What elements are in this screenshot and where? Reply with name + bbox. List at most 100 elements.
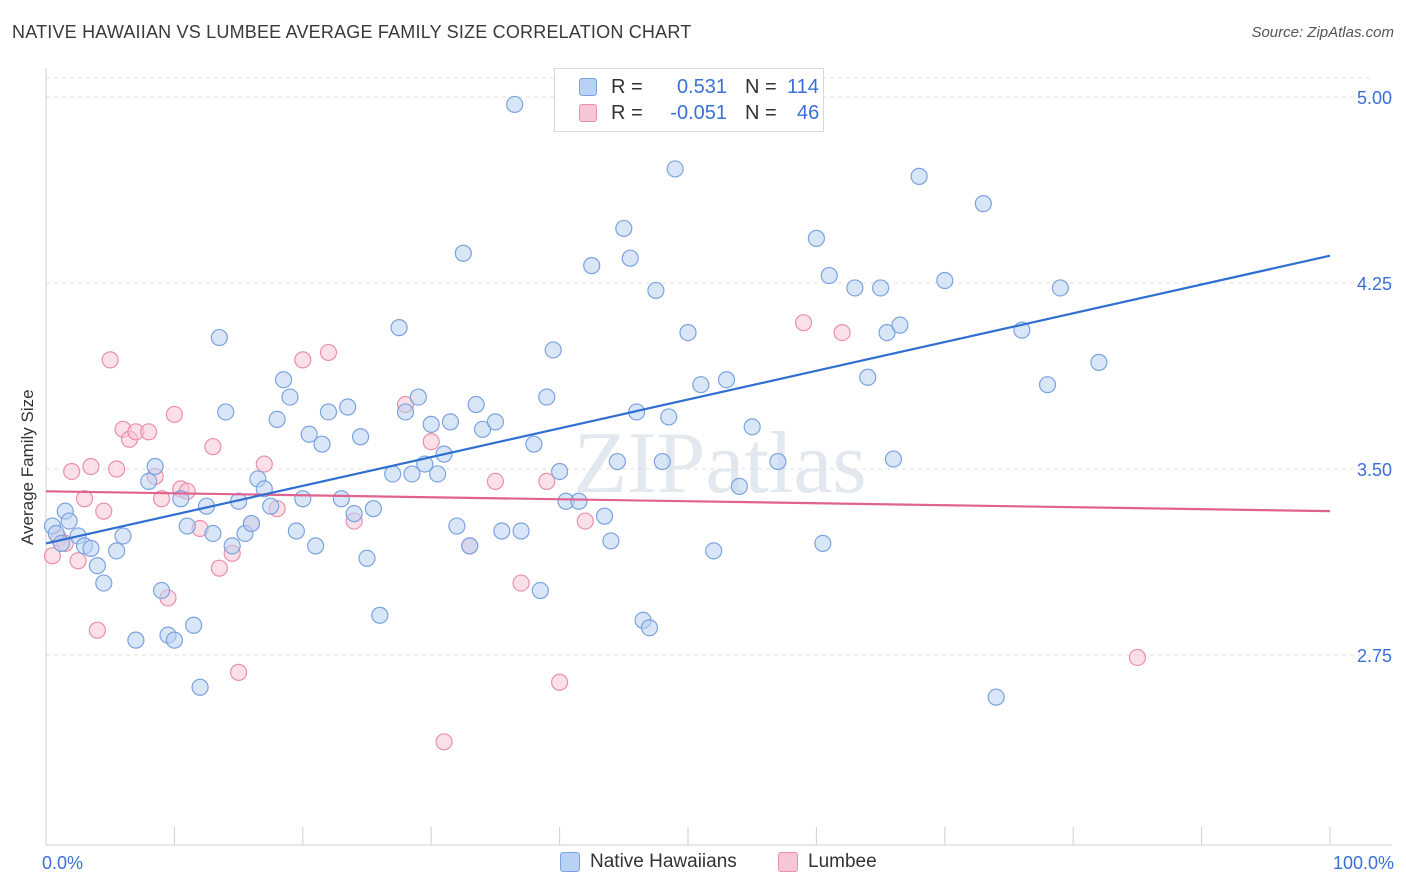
- native-hawaiian-point: [191, 678, 209, 696]
- gridlines: [46, 77, 1370, 656]
- lumbee-point: [486, 472, 504, 490]
- lumbee-point: [140, 423, 158, 441]
- native-hawaiian-point: [384, 465, 402, 483]
- native-hawaiian-point: [653, 452, 671, 471]
- native-hawaiian-point: [820, 266, 838, 285]
- native-hawaiian-point: [512, 522, 530, 540]
- native-hawaiian-point: [313, 435, 331, 453]
- native-hawaiian-point: [210, 328, 228, 347]
- native-hawaiian-point: [332, 490, 350, 508]
- lumbee-point: [88, 621, 106, 639]
- native-hawaiian-point: [1090, 353, 1108, 371]
- native-hawaiian-point: [82, 539, 100, 557]
- lumbee-point: [422, 433, 440, 451]
- lumbee-point: [255, 455, 273, 473]
- native-hawaiian-point: [640, 619, 659, 637]
- native-hawaiian-trend-line: [45, 254, 1331, 545]
- native-hawaiian-point: [621, 249, 639, 267]
- native-hawaiian-point: [878, 324, 896, 342]
- lumbee-point: [576, 512, 594, 530]
- legend-r-value: 0.531: [676, 75, 727, 98]
- legend: R = 0.531 N = 114 R = -0.051 N = 46: [554, 68, 824, 132]
- native-hawaiian-point: [538, 388, 556, 406]
- native-hawaiian-point: [807, 229, 826, 247]
- series-swatch-blue: [560, 852, 580, 872]
- series-legend-native-hawaiians[interactable]: Native Hawaiians: [560, 851, 737, 873]
- legend-r-label: R =: [611, 101, 643, 124]
- native-hawaiian-point: [936, 271, 954, 290]
- native-hawaiian-point: [108, 542, 126, 560]
- native-hawaiian-point: [223, 537, 241, 555]
- native-hawaiian-point: [422, 415, 440, 433]
- native-hawaiian-point: [859, 368, 877, 386]
- lumbee-point: [794, 314, 813, 332]
- native-hawaiian-point: [570, 492, 588, 510]
- native-hawaiian-point: [608, 452, 626, 471]
- lumbee-point: [101, 351, 119, 369]
- y-tick-label: 3.50: [1357, 460, 1392, 480]
- native-hawaiian-point: [583, 257, 601, 275]
- native-hawaiian-point: [146, 457, 164, 476]
- native-hawaiian-point: [692, 376, 710, 394]
- lumbee-point: [538, 472, 556, 490]
- chart-title: NATIVE HAWAIIAN VS LUMBEE AVERAGE FAMILY…: [12, 22, 692, 42]
- native-hawaiian-point: [217, 403, 235, 421]
- native-hawaiian-point: [846, 279, 864, 297]
- native-hawaiian-point: [891, 316, 909, 334]
- native-hawaiian-point: [364, 500, 383, 518]
- native-hawaiian-point: [595, 507, 614, 525]
- lumbee-point: [165, 405, 183, 424]
- series-swatch-pink: [778, 852, 798, 872]
- native-hawaiian-point: [390, 319, 408, 337]
- x-tick-label: 100.0%: [1333, 853, 1394, 873]
- legend-r-value: -0.051: [670, 101, 727, 124]
- lumbee-point: [319, 343, 338, 362]
- lumbee-point: [435, 733, 453, 751]
- native-hawaiian-point: [396, 403, 415, 421]
- lumbee-point: [75, 490, 94, 508]
- native-hawaiian-point: [1038, 376, 1057, 394]
- native-hawaiian-point: [602, 532, 620, 550]
- native-hawaiian-point: [493, 522, 511, 540]
- native-hawaiian-point: [506, 95, 524, 114]
- lumbee-point: [204, 438, 222, 456]
- lumbee-point: [210, 559, 228, 577]
- native-hawaiian-point: [294, 490, 312, 508]
- lumbee-point: [63, 462, 81, 481]
- lumbee-point: [833, 324, 851, 342]
- native-hawaiian-point: [769, 452, 787, 471]
- native-hawaiian-point: [705, 542, 723, 560]
- legend-n-value: 114: [787, 75, 819, 98]
- legend-row-lumbee: R = -0.051 N = 46: [579, 100, 819, 126]
- native-hawaiian-point: [429, 465, 447, 483]
- native-hawaiian-point: [660, 408, 678, 426]
- native-hawaiian-point: [679, 324, 697, 342]
- native-hawaiian-point: [473, 420, 492, 438]
- native-hawaiian-point: [403, 465, 421, 483]
- native-hawaiian-points: [43, 95, 1108, 706]
- native-hawaiian-point: [448, 517, 466, 535]
- native-hawaiian-point: [615, 219, 633, 238]
- native-hawaiian-point: [814, 534, 832, 553]
- native-hawaiian-point: [486, 413, 504, 431]
- y-tick-label: 2.75: [1357, 646, 1392, 666]
- native-hawaiian-point: [871, 279, 890, 297]
- native-hawaiian-point: [114, 527, 132, 545]
- legend-row-native-hawaiians: R = 0.531 N = 114: [579, 74, 819, 100]
- lumbee-point: [82, 457, 100, 476]
- trend-lines: [45, 254, 1331, 545]
- native-hawaiian-point: [987, 688, 1005, 706]
- y-tick-label: 5.00: [1357, 88, 1392, 108]
- native-hawaiian-point: [319, 403, 338, 421]
- native-hawaiian-point: [242, 514, 261, 533]
- native-hawaiian-point: [300, 425, 318, 443]
- native-hawaiian-point: [268, 410, 286, 428]
- native-hawaiian-point: [152, 581, 171, 600]
- series-legend-lumbee[interactable]: Lumbee: [778, 851, 877, 873]
- native-hawaiian-point: [531, 581, 549, 600]
- native-hawaiian-point: [441, 413, 460, 431]
- native-hawaiian-point: [178, 517, 196, 535]
- native-hawaiian-point: [371, 606, 389, 624]
- lumbee-point: [550, 673, 569, 691]
- native-hawaiian-point: [544, 341, 562, 359]
